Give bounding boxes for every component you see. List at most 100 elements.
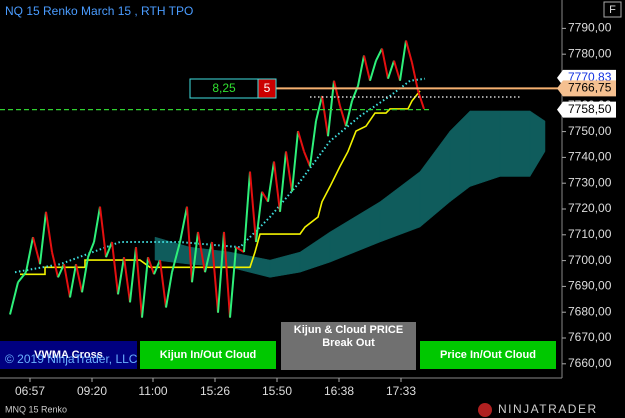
price-segment bbox=[153, 259, 161, 275]
price-segment bbox=[399, 40, 407, 81]
price-marker-label: 7766,75 bbox=[568, 81, 612, 95]
price-segment bbox=[171, 241, 181, 273]
value-box-left: 8,25 bbox=[212, 81, 236, 95]
price-segment bbox=[75, 264, 83, 293]
instrument-label: MNQ 15 Renko bbox=[5, 404, 67, 414]
chart-title: NQ 15 Renko March 15 , RTH TPO bbox=[5, 4, 193, 18]
price-segment bbox=[51, 251, 59, 278]
price-segment bbox=[204, 241, 213, 273]
price-segment bbox=[243, 171, 251, 253]
price-segment bbox=[235, 246, 245, 253]
price-segment bbox=[363, 55, 371, 81]
plot-area bbox=[0, 40, 560, 318]
y-tick-label: 7710,00 bbox=[568, 227, 612, 241]
price-segment bbox=[179, 206, 188, 243]
price-segment bbox=[393, 60, 401, 82]
price-segment bbox=[273, 161, 281, 212]
price-segment bbox=[309, 120, 317, 167]
price-segment bbox=[141, 257, 149, 318]
price-marker bbox=[557, 101, 616, 118]
price-marker bbox=[557, 80, 616, 97]
x-tick-label: 06:57 bbox=[15, 384, 45, 398]
y-tick-label: 7700,00 bbox=[568, 253, 612, 267]
price-segment bbox=[315, 95, 323, 122]
signal: Kijun In/Out Cloud bbox=[140, 341, 276, 369]
price-segment bbox=[381, 48, 389, 79]
price-segment bbox=[345, 100, 353, 127]
y-tick-label: 7750,00 bbox=[568, 124, 612, 138]
price-segment bbox=[39, 211, 47, 265]
price-segment bbox=[255, 191, 263, 243]
price-segment bbox=[129, 247, 137, 303]
y-tick-label: 7790,00 bbox=[568, 21, 612, 35]
y-tick-label: 7690,00 bbox=[568, 279, 612, 293]
y-tick-label: 7660,00 bbox=[568, 356, 612, 370]
price-segment bbox=[217, 231, 225, 313]
price-segment bbox=[321, 95, 329, 137]
price-segment bbox=[147, 256, 155, 275]
y-tick-label: 7730,00 bbox=[568, 175, 612, 189]
line bbox=[20, 90, 421, 276]
y-tick-label: 7780,00 bbox=[568, 46, 612, 60]
price-segment bbox=[405, 40, 413, 63]
cloud-segment bbox=[469, 110, 501, 187]
price-segment bbox=[333, 80, 341, 107]
price-segment bbox=[17, 271, 27, 283]
button-label[interactable]: F bbox=[609, 4, 616, 16]
y-tick-label: 7680,00 bbox=[568, 304, 612, 318]
price-segment bbox=[291, 130, 299, 192]
value-box-right: 5 bbox=[264, 81, 271, 95]
price-segment bbox=[261, 191, 269, 203]
price-segment bbox=[111, 241, 119, 295]
price-segment bbox=[357, 55, 365, 87]
price-segment bbox=[25, 236, 34, 273]
brand: NINJATRADER bbox=[498, 402, 598, 416]
signal: VWMA Cross bbox=[0, 341, 137, 369]
price-segment bbox=[249, 171, 257, 243]
price-segment bbox=[229, 247, 237, 318]
cloud-segment bbox=[529, 110, 546, 178]
x-tick-label: 17:33 bbox=[386, 384, 416, 398]
price-segment bbox=[191, 231, 199, 283]
x-tick-label: 09:20 bbox=[77, 384, 107, 398]
price-segment bbox=[417, 90, 425, 110]
price-segment bbox=[165, 272, 173, 308]
price-segment bbox=[387, 60, 395, 80]
price-segment bbox=[279, 151, 287, 212]
x-tick-label: 16:38 bbox=[324, 384, 354, 398]
price-segment bbox=[57, 263, 65, 278]
y-tick-label: 7720,00 bbox=[568, 201, 612, 215]
price-segment bbox=[186, 206, 193, 283]
price-segment bbox=[135, 247, 143, 318]
value-box-red bbox=[257, 78, 277, 99]
price-marker-label: 7758,50 bbox=[568, 102, 612, 116]
copyright: © 2019 NinjaTrader, LLC bbox=[5, 352, 138, 366]
price-segment bbox=[223, 231, 231, 318]
y-tick-label: 7740,00 bbox=[568, 150, 612, 164]
price-segment bbox=[93, 206, 101, 243]
price-segment bbox=[87, 241, 95, 258]
price-segment bbox=[411, 62, 419, 92]
price-segment bbox=[117, 257, 125, 295]
price-segment bbox=[369, 60, 377, 82]
price-segment bbox=[197, 231, 206, 273]
price-segment bbox=[45, 211, 53, 253]
cloud-segment bbox=[499, 110, 531, 177]
price-segment bbox=[327, 80, 335, 137]
price-segment bbox=[69, 264, 77, 298]
brand-logo bbox=[478, 403, 492, 417]
price-segment bbox=[81, 257, 89, 293]
signal: Price In/Out Cloud bbox=[420, 341, 556, 369]
button[interactable] bbox=[603, 1, 622, 18]
price-segment bbox=[99, 206, 107, 258]
price-segment bbox=[285, 151, 293, 192]
line bbox=[14, 77, 426, 274]
x-tick-label: 15:50 bbox=[262, 384, 292, 398]
x-tick-label: 11:00 bbox=[138, 384, 167, 398]
price-segment bbox=[63, 264, 71, 298]
y-tick-label: 7670,00 bbox=[568, 330, 612, 344]
price-segment bbox=[9, 282, 19, 315]
price-segment bbox=[123, 257, 131, 303]
price-segment bbox=[375, 48, 383, 62]
